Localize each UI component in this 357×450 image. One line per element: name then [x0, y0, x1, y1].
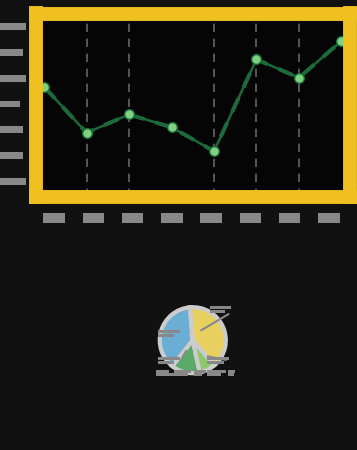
FancyBboxPatch shape: [207, 361, 223, 364]
Wedge shape: [160, 307, 193, 366]
Point: [253, 56, 259, 63]
FancyBboxPatch shape: [193, 370, 206, 373]
FancyBboxPatch shape: [156, 370, 169, 373]
FancyBboxPatch shape: [156, 374, 175, 376]
Wedge shape: [190, 307, 226, 365]
FancyBboxPatch shape: [0, 23, 26, 31]
Point: [338, 37, 344, 45]
Point: [211, 148, 217, 155]
Point: [41, 83, 47, 90]
Point: [169, 124, 175, 131]
FancyBboxPatch shape: [210, 306, 231, 310]
Point: [126, 111, 132, 118]
FancyBboxPatch shape: [83, 213, 104, 223]
FancyBboxPatch shape: [157, 361, 174, 364]
Wedge shape: [193, 340, 215, 373]
FancyBboxPatch shape: [228, 374, 234, 376]
FancyBboxPatch shape: [318, 213, 340, 223]
FancyBboxPatch shape: [0, 152, 23, 159]
FancyBboxPatch shape: [0, 126, 23, 133]
Point: [296, 74, 302, 81]
FancyBboxPatch shape: [210, 310, 225, 313]
FancyBboxPatch shape: [240, 213, 261, 223]
FancyBboxPatch shape: [157, 357, 180, 360]
FancyBboxPatch shape: [161, 213, 182, 223]
FancyBboxPatch shape: [0, 49, 23, 56]
FancyBboxPatch shape: [157, 330, 180, 333]
FancyBboxPatch shape: [207, 357, 230, 360]
FancyBboxPatch shape: [193, 374, 202, 376]
FancyBboxPatch shape: [175, 370, 191, 373]
Wedge shape: [172, 340, 200, 373]
FancyBboxPatch shape: [207, 374, 221, 376]
FancyBboxPatch shape: [0, 178, 26, 184]
Point: [84, 129, 90, 136]
FancyBboxPatch shape: [175, 374, 188, 376]
FancyBboxPatch shape: [0, 75, 26, 82]
FancyBboxPatch shape: [201, 213, 222, 223]
FancyBboxPatch shape: [279, 213, 300, 223]
FancyBboxPatch shape: [207, 370, 226, 373]
FancyBboxPatch shape: [44, 213, 65, 223]
FancyBboxPatch shape: [157, 333, 174, 337]
FancyBboxPatch shape: [122, 213, 143, 223]
FancyBboxPatch shape: [228, 370, 235, 373]
FancyBboxPatch shape: [0, 100, 20, 108]
